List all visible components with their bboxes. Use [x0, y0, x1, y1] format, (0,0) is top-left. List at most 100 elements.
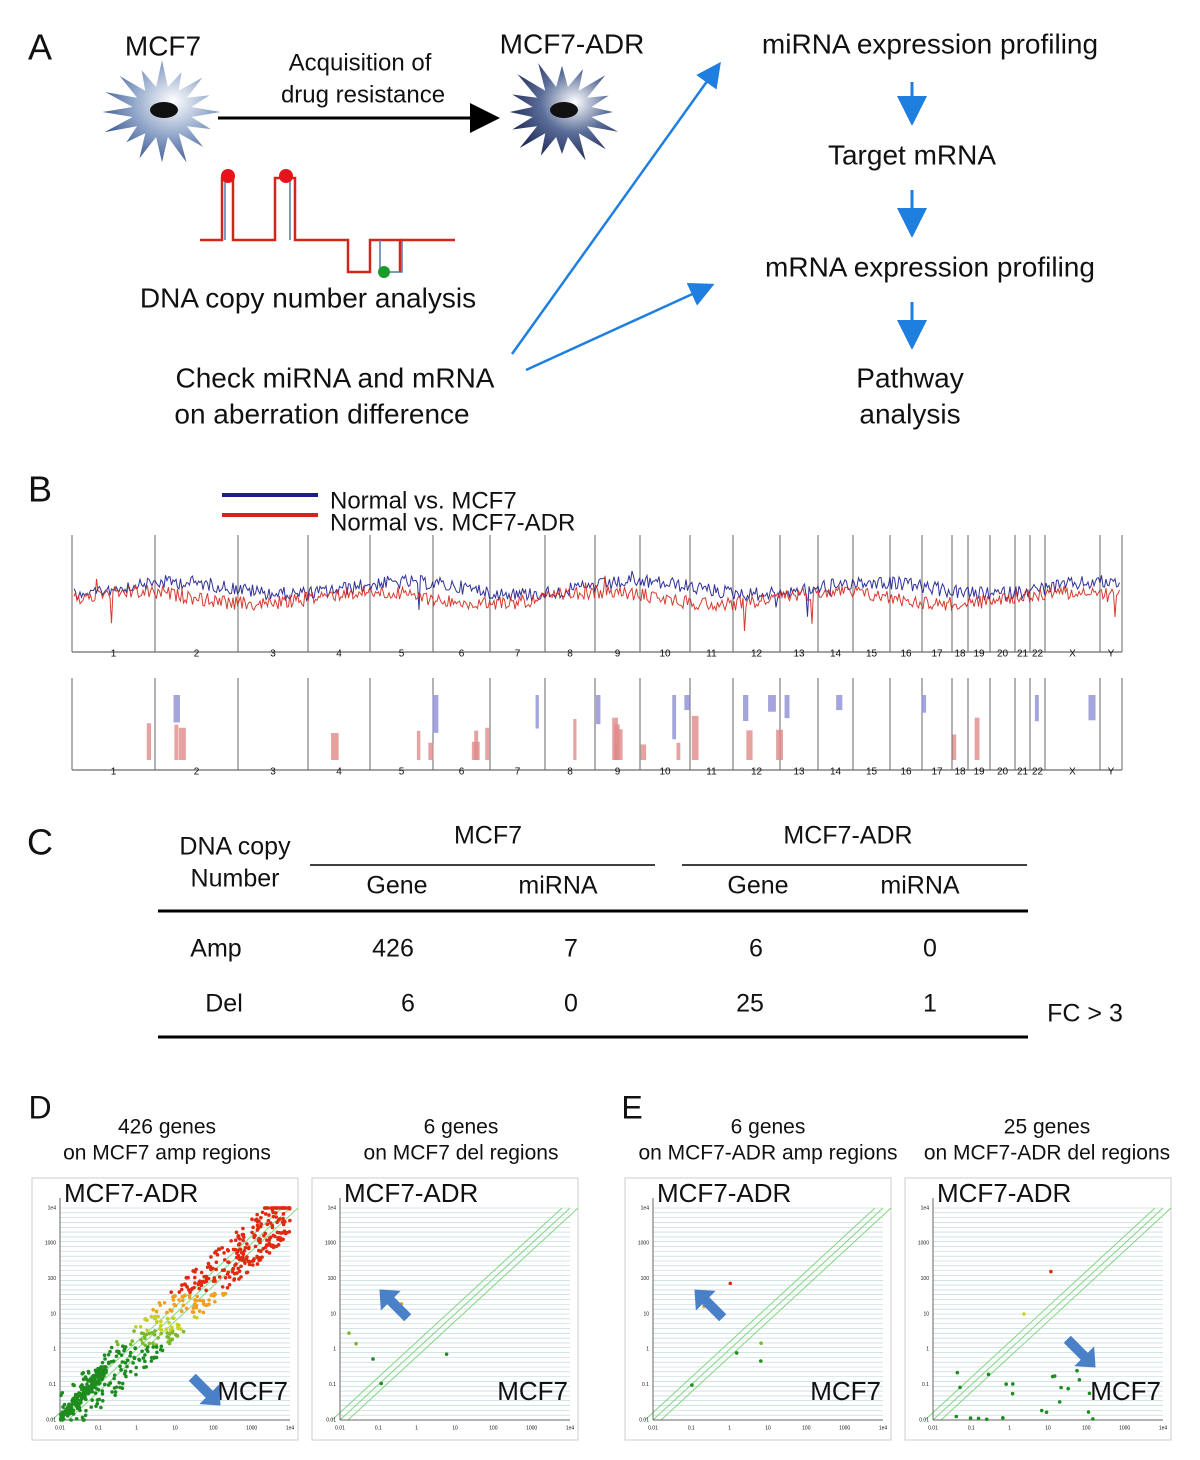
point: [758, 1359, 763, 1363]
point: [260, 1255, 264, 1259]
plot-title: on MCF7 amp regions: [63, 1142, 271, 1165]
diagonal: [347, 1207, 579, 1421]
point: [287, 1206, 292, 1210]
point: [233, 1263, 237, 1268]
y-tick-label: 10: [923, 1311, 929, 1317]
y-tick-label: 1e4: [328, 1205, 337, 1211]
point: [217, 1247, 222, 1251]
point: [986, 1372, 991, 1377]
aberration-bar: [672, 695, 677, 740]
point: [81, 1418, 86, 1422]
aberration-bar: [573, 719, 577, 760]
point: [1091, 1417, 1095, 1421]
point: [120, 1386, 125, 1391]
point: [67, 1403, 72, 1408]
point: [265, 1222, 270, 1227]
axis-name: MCF7: [810, 1376, 881, 1406]
point: [110, 1390, 114, 1394]
diagonal: [644, 1207, 876, 1421]
chromosome-label: 3: [270, 649, 276, 660]
point: [264, 1249, 269, 1254]
point: [379, 1381, 384, 1386]
x-tick-label: 0.1: [95, 1425, 102, 1431]
point: [138, 1324, 143, 1329]
point: [196, 1282, 201, 1287]
point: [274, 1215, 279, 1219]
point: [97, 1397, 102, 1402]
point: [259, 1222, 263, 1226]
chromosome-label: X: [1069, 767, 1076, 778]
caption: DNA copy number analysis: [140, 282, 476, 313]
point: [149, 1314, 154, 1319]
point: [206, 1261, 211, 1266]
x-tick-label: 1000: [246, 1425, 257, 1431]
point: [267, 1213, 271, 1217]
point: [156, 1336, 160, 1340]
point: [109, 1359, 113, 1364]
point: [759, 1341, 763, 1346]
nucleus: [550, 102, 578, 118]
point: [197, 1286, 202, 1291]
point: [190, 1310, 195, 1314]
point: [202, 1274, 206, 1279]
point: [232, 1278, 236, 1282]
point: [139, 1331, 144, 1335]
y-tick-label: 0.1: [922, 1382, 929, 1388]
point: [256, 1226, 260, 1231]
del-dot: [378, 266, 390, 278]
point: [83, 1386, 87, 1391]
chromosome-label: X: [1069, 649, 1076, 660]
point: [245, 1242, 249, 1246]
x-tick-label: 1e4: [566, 1425, 575, 1431]
point: [124, 1374, 128, 1379]
point: [280, 1220, 285, 1224]
point: [167, 1320, 171, 1325]
point: [227, 1275, 232, 1279]
x-tick-label: 0.01: [55, 1425, 65, 1431]
aberration-bar: [535, 695, 539, 729]
point: [106, 1383, 111, 1387]
point: [152, 1356, 156, 1360]
point: [78, 1408, 82, 1413]
point: [128, 1369, 133, 1374]
y-tick-label: 1000: [638, 1241, 649, 1247]
point: [205, 1265, 210, 1270]
point: [123, 1369, 128, 1373]
table-corner: DNA copy: [179, 833, 291, 861]
point: [728, 1281, 733, 1286]
table-cell: 25: [736, 990, 764, 1018]
point: [192, 1275, 197, 1280]
workflow-step: Pathway: [856, 362, 963, 393]
point: [258, 1224, 263, 1229]
point: [132, 1329, 136, 1333]
point: [155, 1350, 159, 1355]
point: [88, 1384, 93, 1388]
point: [119, 1367, 123, 1372]
point: [86, 1369, 91, 1374]
axis-name: MCF7-ADR: [937, 1178, 1071, 1208]
y-tick-label: 0.01: [326, 1417, 336, 1423]
aberration-bar: [952, 734, 957, 760]
chromosome-label: 21: [1017, 767, 1029, 778]
point: [69, 1418, 73, 1422]
point: [89, 1405, 94, 1409]
y-tick-label: 0.01: [46, 1417, 56, 1423]
point: [241, 1226, 245, 1231]
point: [354, 1341, 358, 1346]
copy-number-line: [200, 176, 402, 274]
y-tick-label: 0.01: [639, 1417, 649, 1423]
point: [229, 1239, 233, 1243]
point: [92, 1385, 96, 1389]
point: [151, 1308, 155, 1312]
point: [237, 1269, 242, 1273]
point: [1066, 1386, 1071, 1391]
point: [220, 1245, 224, 1250]
point: [153, 1329, 157, 1333]
aberration-bar: [746, 730, 753, 760]
point: [149, 1359, 154, 1363]
panel-label: E: [621, 1089, 642, 1125]
point: [195, 1298, 199, 1303]
point: [141, 1356, 146, 1360]
copy-number-track: [73, 575, 1120, 632]
x-tick-label: 100: [802, 1425, 811, 1431]
